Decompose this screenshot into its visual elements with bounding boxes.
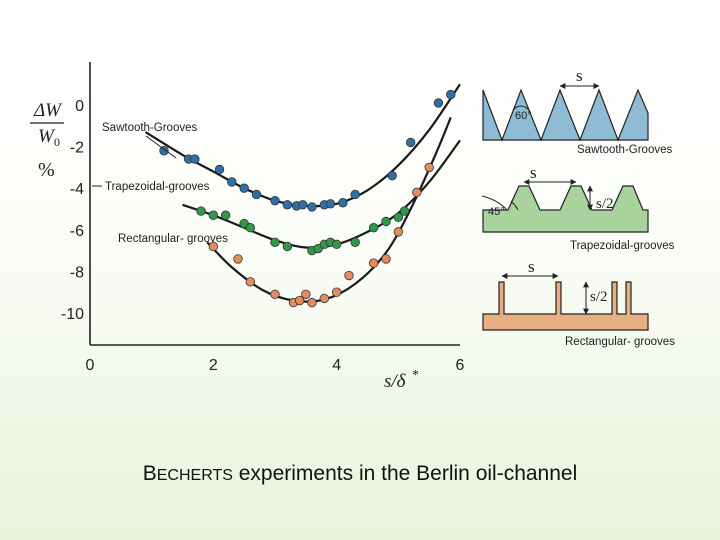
x-tick-label: 6 xyxy=(456,357,465,374)
data-point-series-0 xyxy=(239,183,249,193)
y-tick-label: -6 xyxy=(70,223,84,240)
sawtooth-angle-arc xyxy=(512,105,530,111)
data-point-series-2 xyxy=(208,241,219,252)
trapezoid-spacing-label: s xyxy=(530,163,537,182)
data-point-series-2 xyxy=(294,295,305,306)
data-point-series-2 xyxy=(233,254,243,264)
x-tick-label: 2 xyxy=(209,357,218,374)
sawtooth-spacing-label: s xyxy=(576,66,583,85)
rectangular-height-label: s/2 xyxy=(590,289,608,305)
rectangular-diagram-label: Rectangular- grooves xyxy=(565,336,675,348)
trapezoid-angle-arc xyxy=(510,200,519,211)
data-point-series-0 xyxy=(307,202,317,212)
data-point-series-2 xyxy=(381,254,391,264)
y-tick-label: -2 xyxy=(70,140,84,157)
trapezoid-profile xyxy=(482,185,649,233)
data-point-series-0 xyxy=(282,200,293,210)
label-sawtooth: Sawtooth-Grooves xyxy=(102,122,197,134)
data-point-series-0 xyxy=(227,177,237,187)
data-point-series-2 xyxy=(301,289,311,299)
y-label-denominator-sub: 0 xyxy=(54,135,60,149)
data-point-series-1 xyxy=(381,216,391,227)
rectangular-diagram: s s/2 Rectangular- grooves xyxy=(482,257,675,348)
data-point-series-2 xyxy=(319,293,330,304)
data-point-series-0 xyxy=(350,189,360,200)
data-point-series-1 xyxy=(393,212,404,223)
data-point-series-1 xyxy=(282,241,293,252)
data-point-series-1 xyxy=(350,237,360,247)
data-point-series-0 xyxy=(251,189,262,200)
sawtooth-diagram-label: Sawtooth-Grooves xyxy=(577,144,672,156)
trapezoid-height-label: s/2 xyxy=(596,196,614,212)
data-point-series-2 xyxy=(245,277,256,287)
caption-lead: B xyxy=(142,462,157,485)
x-label: s/δ xyxy=(384,371,407,392)
data-point-series-1 xyxy=(220,210,231,220)
y-label-unit: % xyxy=(38,159,55,181)
caption-rest: experiments in the Berlin oil-channel xyxy=(232,462,578,485)
sawtooth-diagram: s 60° Sawtooth-Grooves xyxy=(482,66,672,156)
leader-sawtooth xyxy=(145,135,177,159)
data-point-series-0 xyxy=(325,199,336,209)
y-label-denominator: W xyxy=(38,126,56,147)
rectangular-profile xyxy=(482,281,649,331)
data-point-series-1 xyxy=(399,206,410,216)
data-point-series-1 xyxy=(331,239,342,250)
trapezoid-angle-marker xyxy=(481,195,508,211)
data-point-series-1 xyxy=(245,223,256,233)
y-tick-label: -8 xyxy=(70,264,84,281)
data-point-series-0 xyxy=(159,146,169,156)
y-label-numerator: ΔW xyxy=(33,100,63,121)
y-tick-label: -4 xyxy=(70,181,84,198)
trapezoid-diagram: s s/2 45° Trapezoidal-grooves xyxy=(481,163,675,252)
trapezoid-angle-label: 45° xyxy=(488,206,505,218)
x-tick-label: 0 xyxy=(86,357,95,374)
data-point-series-0 xyxy=(338,198,348,208)
data-point-series-1 xyxy=(368,223,379,233)
x-label-sup: * xyxy=(412,368,419,383)
sawtooth-profile xyxy=(482,88,649,142)
label-rectangular: Rectangular- grooves xyxy=(118,233,228,245)
data-point-series-0 xyxy=(446,89,456,100)
data-point-series-1 xyxy=(196,206,206,216)
y-tick-label: 0 xyxy=(75,98,84,115)
caption-smallcaps: ECHERTS xyxy=(156,467,233,484)
data-point-series-2 xyxy=(270,289,280,299)
data-point-series-2 xyxy=(424,162,434,173)
data-point-series-0 xyxy=(270,195,280,206)
data-point-series-0 xyxy=(405,137,416,148)
data-point-series-0 xyxy=(214,164,225,175)
data-point-series-2 xyxy=(412,187,422,198)
y-tick-label: -10 xyxy=(61,306,84,323)
data-point-series-2 xyxy=(307,297,317,308)
rectangular-spacing-label: s xyxy=(528,257,535,276)
data-point-series-1 xyxy=(208,210,219,220)
data-point-series-0 xyxy=(190,154,200,164)
drag-reduction-chart: ΔW W 0 % 0 -2 -4 -6 -8 -10 0 2 4 6 s/δ * Sawtoot… xyxy=(30,62,465,392)
data-point-series-2 xyxy=(344,270,354,281)
sawtooth-angle-label: 60° xyxy=(515,110,532,122)
data-point-series-0 xyxy=(298,200,308,210)
x-tick-label: 4 xyxy=(332,357,341,374)
data-point-series-0 xyxy=(387,171,397,181)
figure-caption: BECHERTS experiments in the Berlin oil-c… xyxy=(0,462,720,486)
data-point-series-2 xyxy=(368,258,379,268)
data-point-series-1 xyxy=(270,237,280,247)
data-point-series-2 xyxy=(331,287,342,297)
data-point-series-2 xyxy=(393,227,404,237)
label-trapezoid: Trapezoidal-grooves xyxy=(105,181,210,193)
trapezoid-diagram-label: Trapezoidal-grooves xyxy=(570,240,675,252)
data-point-series-0 xyxy=(433,98,444,108)
